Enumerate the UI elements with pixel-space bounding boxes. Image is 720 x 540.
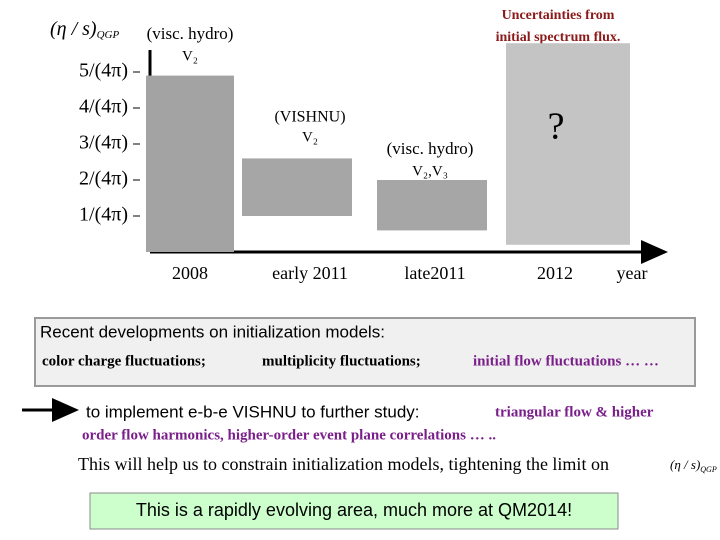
bar (242, 158, 352, 216)
bar (377, 180, 487, 231)
annotation: (visc. hydro) (387, 139, 474, 158)
annotation: Uncertainties from (502, 8, 615, 23)
annotation: (VISHNU) (274, 109, 345, 126)
x-axis-label: year (617, 263, 648, 283)
y-tick-label: 2/(4π) (79, 168, 128, 190)
info-box (34, 317, 696, 387)
y-tick-label: 5/(4π) (79, 60, 128, 82)
symbol-main: (η / s) (670, 457, 700, 472)
x-tick-label: 2012 (537, 263, 573, 283)
y-tick-label: 3/(4π) (79, 132, 128, 154)
conclusion-symbol: (η / s)QGP (670, 457, 717, 474)
x-tick-label: late2011 (404, 263, 465, 283)
conclusion-text: This will help us to constrain initializ… (78, 454, 609, 474)
box-item: color charge fluctuations; (42, 353, 206, 369)
plan-highlight: triangular flow & higher (495, 404, 654, 420)
bar (506, 43, 630, 245)
footer-box (89, 492, 619, 530)
box-title: Recent developments on initialization mo… (40, 322, 385, 341)
annotation: V₂ (302, 129, 318, 145)
annotation: initial spectrum flux. (496, 30, 621, 45)
box-item: multiplicity fluctuations; (262, 353, 421, 369)
annotation: V₂,V₃ (412, 163, 448, 179)
plan-text: to implement e-b-e VISHNU to further stu… (86, 402, 420, 421)
plan-highlight: order flow harmonics, higher-order event… (82, 427, 496, 443)
x-tick-label: early 2011 (272, 263, 348, 283)
y-label-sub: QGP (97, 29, 120, 41)
annotation: (visc. hydro) (147, 24, 234, 43)
symbol-sub: QGP (700, 465, 717, 474)
footer-text: This is a rapidly evolving area, much mo… (136, 500, 572, 520)
box-item: initial flow fluctuations … … (473, 353, 659, 369)
y-label-main: (η / s) (50, 18, 97, 40)
y-tick-label: 1/(4π) (79, 204, 128, 226)
x-tick-label: 2008 (172, 263, 208, 283)
annotation: V₂ (182, 48, 198, 64)
bar (146, 75, 234, 252)
y-tick-label: 4/(4π) (79, 96, 128, 118)
y-axis-label: (η / s)QGP (50, 18, 119, 41)
annotation: ? (548, 106, 565, 148)
